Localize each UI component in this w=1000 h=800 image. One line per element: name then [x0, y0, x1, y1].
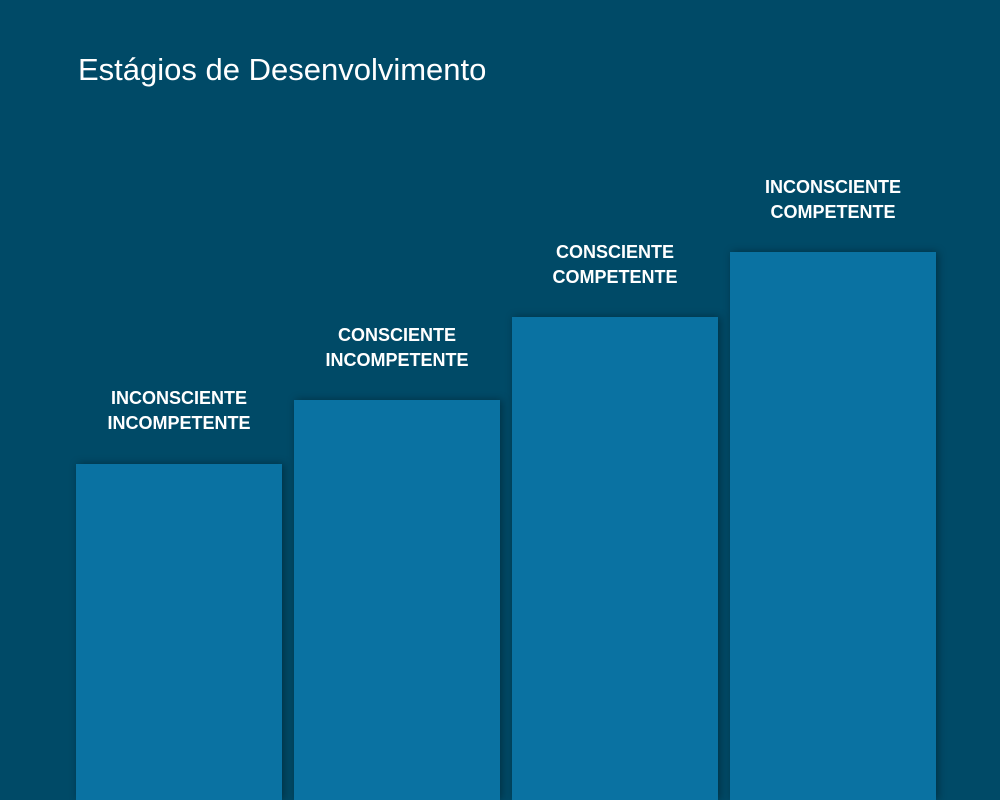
stage-unconscious-competence: INCONSCIENTE COMPETENTE: [730, 175, 936, 800]
stage-unconscious-incompetence: INCONSCIENTE INCOMPETENTE: [76, 386, 282, 800]
stage-label-line-2: INCOMPETENTE: [107, 413, 251, 433]
stage-label: CONSCIENTE INCOMPETENTE: [284, 323, 510, 373]
stage-label-line-2: INCOMPETENTE: [325, 350, 469, 370]
stage-conscious-competence: CONSCIENTE COMPETENTE: [512, 240, 718, 800]
stage-bar: [76, 464, 282, 800]
stage-bar: [730, 252, 936, 800]
stage-bar: [294, 400, 500, 800]
stage-label-line-1: CONSCIENTE: [555, 242, 674, 262]
stage-label-line-2: COMPETENTE: [770, 202, 896, 222]
stage-label-line-1: INCONSCIENTE: [110, 388, 247, 408]
stage-label-line-2: COMPETENTE: [552, 267, 678, 287]
stage-label: INCONSCIENTE COMPETENTE: [720, 175, 946, 225]
stage-label: CONSCIENTE COMPETENTE: [502, 240, 728, 290]
stage-label: INCONSCIENTE INCOMPETENTE: [66, 386, 292, 436]
stage-bar: [512, 317, 718, 800]
stage-label-line-1: INCONSCIENTE: [764, 177, 901, 197]
stage-label-line-1: CONSCIENTE: [337, 325, 456, 345]
stage-conscious-incompetence: CONSCIENTE INCOMPETENTE: [294, 323, 500, 800]
diagram-title: Estágios de Desenvolvimento: [78, 52, 487, 87]
